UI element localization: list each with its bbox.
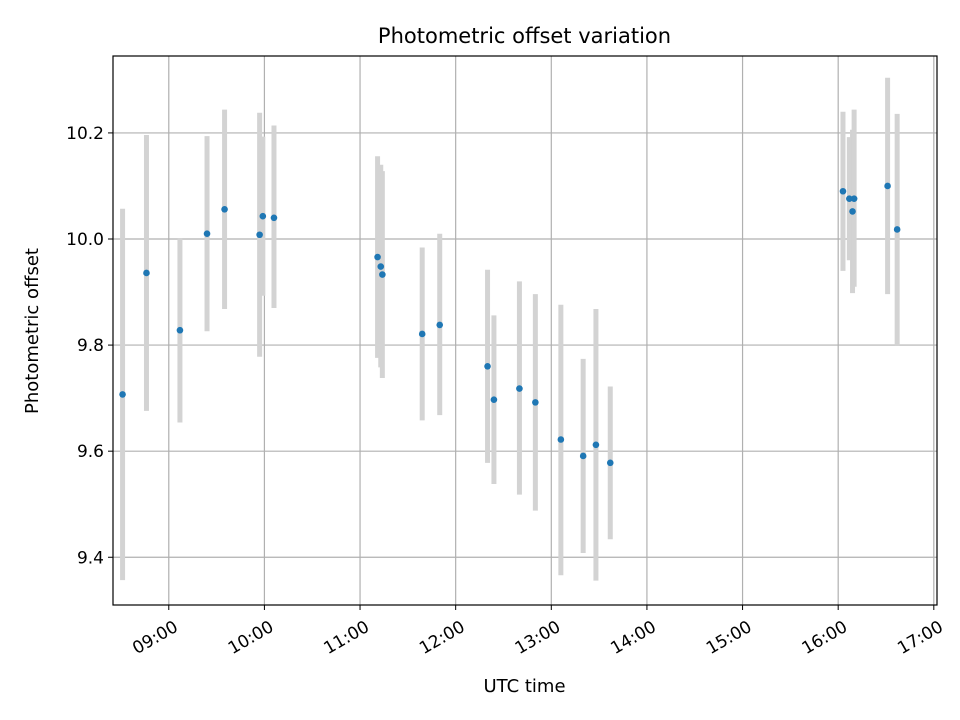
y-tick-label: 9.6 <box>77 442 104 462</box>
x-axis-label: UTC time <box>483 676 565 697</box>
data-point <box>849 208 856 215</box>
data-point <box>143 269 150 277</box>
x-tick-label: 16:00 <box>799 617 851 659</box>
data-point <box>884 182 891 190</box>
x-tick-label: 14:00 <box>607 617 659 659</box>
y-tick-label: 10.0 <box>66 230 104 250</box>
x-tick-label: 10:00 <box>225 617 277 659</box>
data-point <box>374 253 381 261</box>
data-point <box>606 459 614 467</box>
x-tick-label: 13:00 <box>512 617 564 659</box>
y-tick-label: 9.8 <box>77 336 104 356</box>
plot-frame <box>112 55 938 606</box>
data-point <box>532 399 539 406</box>
x-tick-label: 15:00 <box>703 617 755 659</box>
data-point <box>377 263 385 270</box>
data-point <box>379 271 386 278</box>
data-point <box>203 230 211 237</box>
x-tick-label: 09:00 <box>129 617 181 659</box>
x-tick-label: 11:00 <box>320 617 372 659</box>
data-point <box>490 396 498 404</box>
chart-title: Photometric offset variation <box>378 24 671 48</box>
data-point <box>846 195 853 202</box>
data-point <box>221 205 228 213</box>
x-tick-label: 12:00 <box>416 617 468 659</box>
data-point <box>850 195 858 202</box>
data-point <box>579 452 587 460</box>
data-point <box>259 212 267 220</box>
axis-ticks: 09:00 10:00 11:00 12:00 13:00 14:00 15:00 16:00… <box>66 124 947 659</box>
grid <box>113 56 937 605</box>
data-point <box>418 330 426 338</box>
data-point <box>839 187 847 195</box>
data-point <box>436 321 444 329</box>
data-point <box>256 231 263 239</box>
data-point <box>893 226 901 233</box>
x-tick-label: 17:00 <box>894 617 946 659</box>
data-point <box>270 214 278 222</box>
error-bars <box>120 77 900 581</box>
data-point <box>592 441 600 449</box>
y-tick-label: 9.4 <box>77 548 104 568</box>
data-point <box>119 391 126 398</box>
data-point <box>557 436 565 443</box>
data-point <box>176 326 184 334</box>
data-point <box>484 363 491 370</box>
data-point <box>516 385 523 392</box>
data-points <box>119 182 901 467</box>
y-axis-label: Photometric offset <box>22 248 43 414</box>
y-tick-label: 10.2 <box>66 124 104 144</box>
